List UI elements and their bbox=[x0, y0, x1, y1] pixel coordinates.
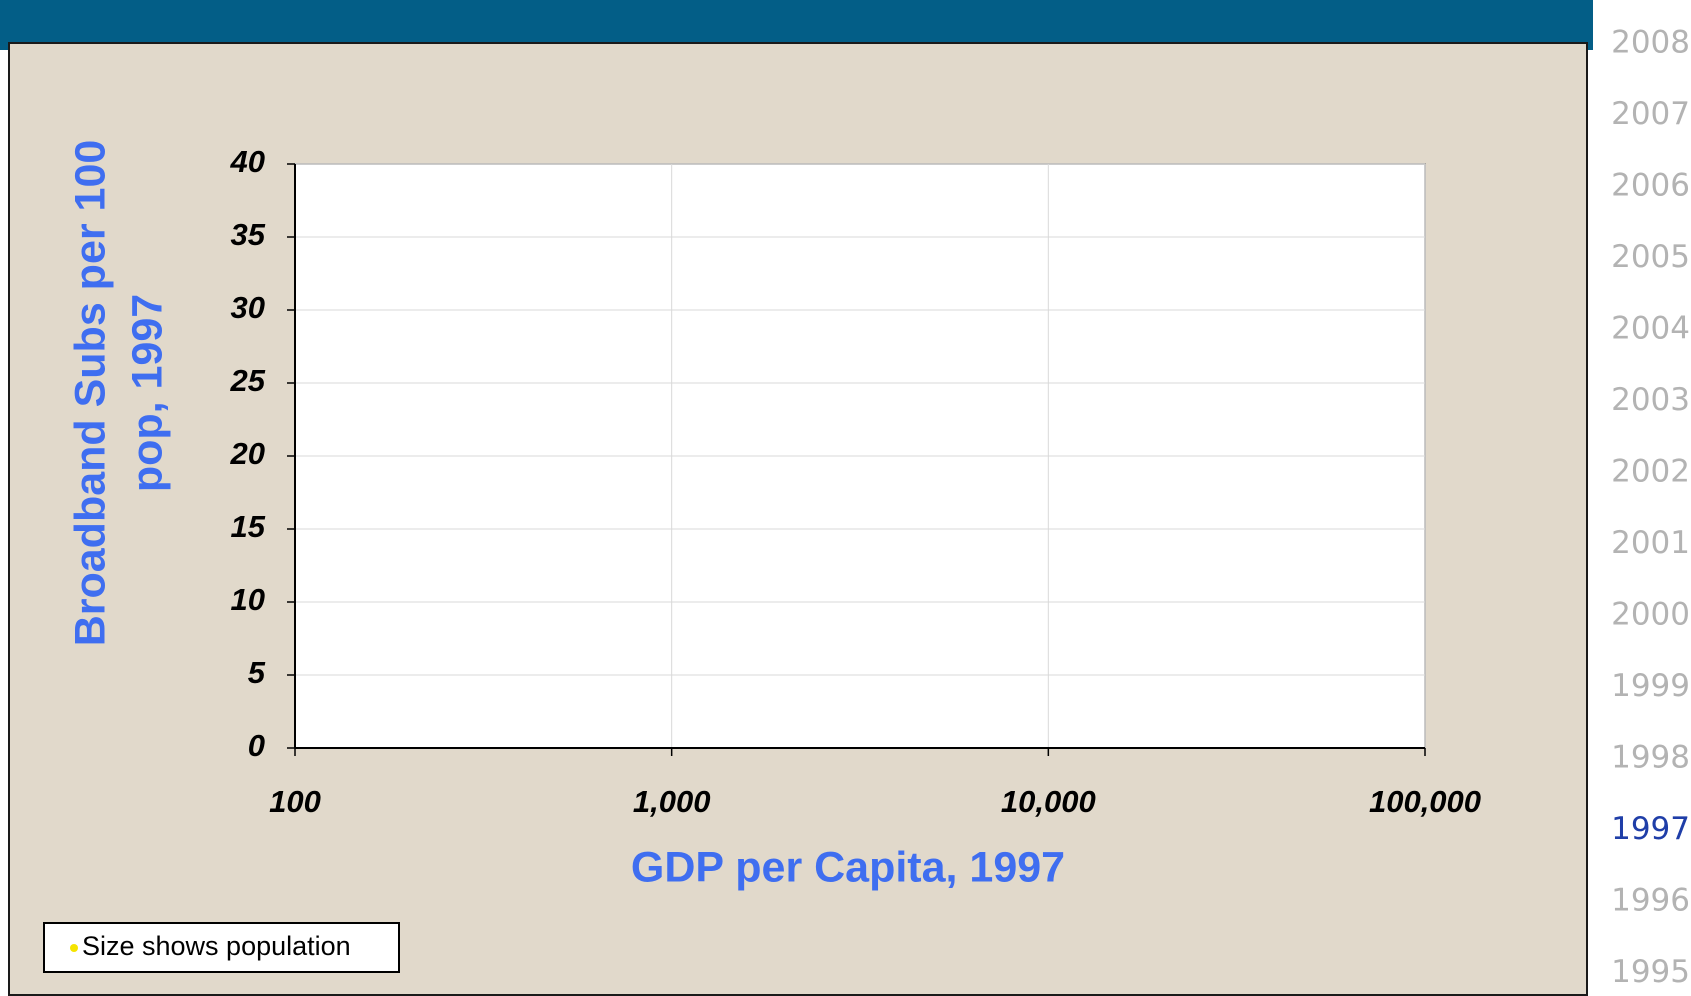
y-tick-label: 15 bbox=[231, 509, 266, 544]
x-tick-label: 100,000 bbox=[1369, 784, 1481, 819]
x-tick-label: 1,000 bbox=[633, 784, 711, 819]
note-bullet bbox=[70, 944, 78, 952]
year-option[interactable]: 2008 bbox=[1611, 25, 1690, 61]
year-option[interactable]: 2004 bbox=[1611, 311, 1690, 347]
year-option[interactable]: 1997 bbox=[1611, 811, 1690, 847]
y-tick-label: 40 bbox=[230, 144, 265, 179]
year-option[interactable]: 2001 bbox=[1611, 525, 1690, 561]
year-option[interactable]: 2005 bbox=[1611, 239, 1690, 275]
y-tick-label: 30 bbox=[231, 290, 265, 325]
year-option[interactable]: 2002 bbox=[1611, 454, 1690, 490]
year-option[interactable]: 2007 bbox=[1611, 96, 1690, 132]
y-tick-label: 10 bbox=[231, 582, 265, 617]
y-axis-label: Broadband Subs per 100 bbox=[66, 140, 114, 647]
y-tick-label: 35 bbox=[231, 217, 266, 252]
top-bar bbox=[0, 0, 1593, 50]
year-option[interactable]: 2003 bbox=[1611, 382, 1690, 418]
year-option[interactable]: 1995 bbox=[1611, 954, 1690, 990]
year-option[interactable]: 2000 bbox=[1611, 597, 1690, 633]
y-tick-label: 0 bbox=[248, 728, 265, 763]
y-tick-label: 20 bbox=[230, 436, 265, 471]
y-tick-label: 25 bbox=[230, 363, 266, 398]
y-axis-label: pop, 1997 bbox=[123, 294, 171, 492]
year-option[interactable]: 1996 bbox=[1611, 883, 1690, 919]
x-tick-label: 100 bbox=[269, 784, 321, 819]
year-option[interactable]: 1999 bbox=[1611, 668, 1690, 704]
year-option[interactable]: 2006 bbox=[1611, 168, 1690, 204]
x-tick-label: 10,000 bbox=[1001, 784, 1096, 819]
y-tick-label: 5 bbox=[248, 655, 266, 690]
size-note: Size shows population bbox=[82, 931, 351, 961]
note-box bbox=[43, 922, 400, 973]
x-axis-label: GDP per Capita, 1997 bbox=[631, 843, 1065, 891]
year-option[interactable]: 1998 bbox=[1611, 740, 1690, 776]
